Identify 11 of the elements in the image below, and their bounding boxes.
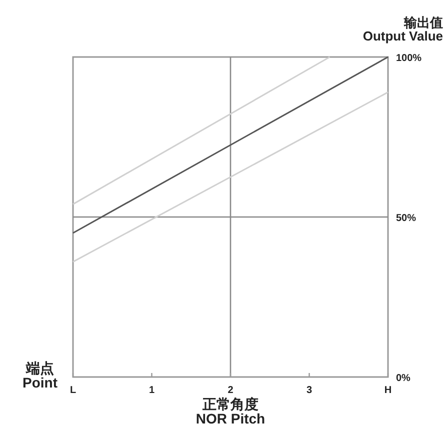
x-tick: 2	[228, 385, 234, 396]
y-tick: 100%	[396, 53, 422, 64]
y-tick: 50%	[396, 213, 416, 224]
x-tick: L	[70, 385, 76, 396]
y-label: 输出值 Output Value	[362, 15, 443, 44]
x-tick: 1	[148, 385, 155, 396]
x-tick: H	[384, 385, 392, 396]
annotation: 端点 Point	[22, 360, 58, 391]
x-label: 正常角度 NOR Pitch	[196, 396, 266, 427]
y-tick: 0%	[396, 373, 410, 384]
x-tick: 3	[306, 385, 312, 396]
